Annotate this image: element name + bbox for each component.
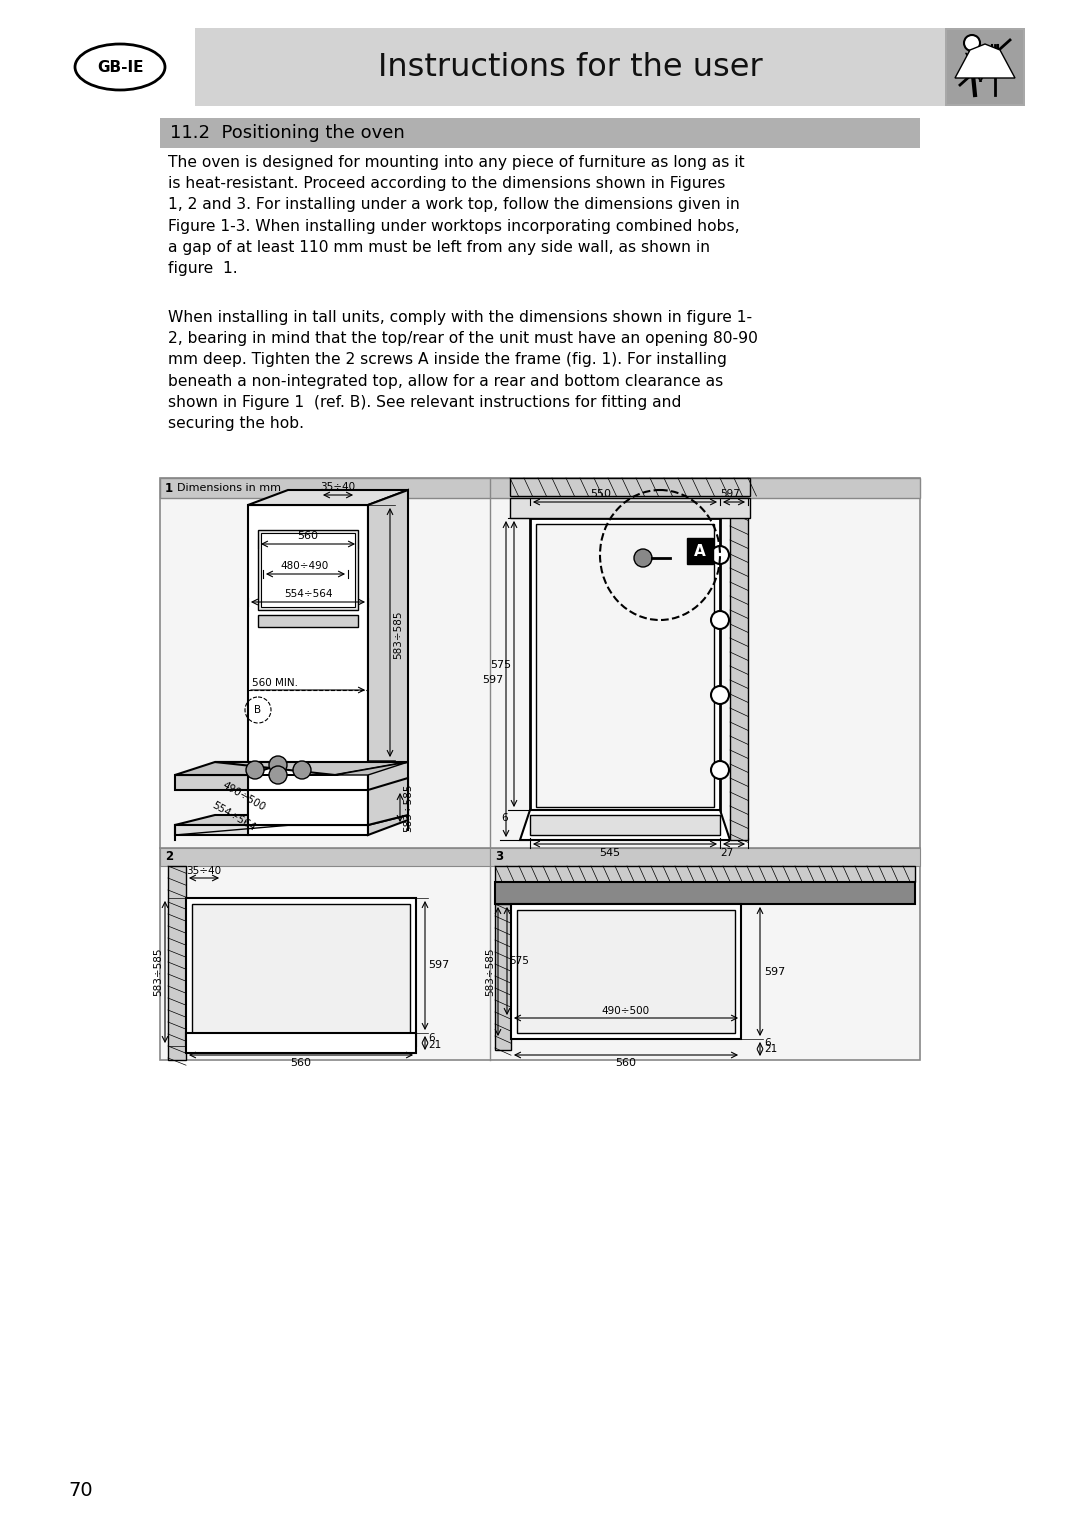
Text: 583÷585: 583÷585 xyxy=(393,610,403,659)
Bar xyxy=(160,479,920,498)
Bar xyxy=(195,28,945,106)
Polygon shape xyxy=(175,775,248,790)
Bar xyxy=(490,849,920,865)
Circle shape xyxy=(269,766,287,784)
Bar xyxy=(258,531,357,610)
Circle shape xyxy=(269,755,287,774)
Bar xyxy=(258,615,357,627)
Ellipse shape xyxy=(75,44,165,90)
Polygon shape xyxy=(248,489,408,505)
Text: 70: 70 xyxy=(68,1480,93,1500)
Text: 575: 575 xyxy=(509,956,529,966)
Circle shape xyxy=(964,35,980,50)
Bar xyxy=(536,524,714,807)
Text: 27: 27 xyxy=(720,849,733,858)
Bar xyxy=(192,904,410,1040)
Circle shape xyxy=(711,687,729,703)
Text: 560: 560 xyxy=(291,1058,311,1067)
Bar xyxy=(186,1034,416,1053)
Polygon shape xyxy=(248,761,408,775)
Bar xyxy=(186,898,416,1046)
Text: 6: 6 xyxy=(501,813,508,823)
Text: 6: 6 xyxy=(428,1034,434,1043)
Text: 2: 2 xyxy=(165,850,173,864)
Text: 597: 597 xyxy=(428,960,449,969)
Text: 1: 1 xyxy=(165,482,173,494)
Bar xyxy=(168,865,186,1060)
Text: 560: 560 xyxy=(616,1058,636,1067)
Bar xyxy=(510,498,750,518)
Text: 35÷40: 35÷40 xyxy=(321,482,355,492)
Text: 575: 575 xyxy=(490,661,511,670)
Polygon shape xyxy=(175,761,288,775)
Circle shape xyxy=(246,761,264,778)
Bar xyxy=(510,479,750,495)
Bar xyxy=(248,790,368,826)
Circle shape xyxy=(293,761,311,778)
Bar xyxy=(160,849,490,865)
Circle shape xyxy=(711,546,729,564)
Bar xyxy=(517,910,735,1034)
Polygon shape xyxy=(175,826,248,835)
Text: 554÷564: 554÷564 xyxy=(210,800,257,833)
Text: A: A xyxy=(694,543,706,558)
Polygon shape xyxy=(248,505,368,835)
Text: When installing in tall units, comply with the dimensions shown in figure 1-
2, : When installing in tall units, comply wi… xyxy=(168,310,758,431)
Bar xyxy=(530,518,720,813)
Bar xyxy=(495,865,915,882)
Polygon shape xyxy=(368,489,408,835)
Text: 3: 3 xyxy=(495,850,503,864)
Polygon shape xyxy=(368,778,408,826)
Text: 480÷490: 480÷490 xyxy=(281,561,329,570)
Text: 554÷564: 554÷564 xyxy=(284,589,333,599)
Text: 560: 560 xyxy=(297,531,319,541)
Text: 583÷585: 583÷585 xyxy=(403,784,413,832)
Circle shape xyxy=(711,761,729,778)
Bar xyxy=(687,538,713,564)
Text: GB-IE: GB-IE xyxy=(97,60,144,75)
Text: Instructions for the user: Instructions for the user xyxy=(378,52,762,83)
Bar xyxy=(730,498,748,839)
Bar xyxy=(945,28,1025,106)
Text: 597: 597 xyxy=(482,674,503,685)
Bar xyxy=(160,118,920,148)
Text: 597: 597 xyxy=(764,966,785,977)
Bar xyxy=(495,904,511,1050)
Bar xyxy=(261,534,355,607)
Text: The oven is designed for mounting into any piece of furniture as long as it
is h: The oven is designed for mounting into a… xyxy=(168,154,744,277)
Text: 35÷40: 35÷40 xyxy=(187,865,221,876)
Polygon shape xyxy=(519,810,730,839)
Bar xyxy=(511,904,741,1040)
Text: 597: 597 xyxy=(720,489,740,498)
Text: 583÷585: 583÷585 xyxy=(153,948,163,997)
Bar xyxy=(495,882,915,904)
Text: 490÷500: 490÷500 xyxy=(602,1006,650,1015)
Circle shape xyxy=(634,549,652,567)
Text: 490÷500: 490÷500 xyxy=(220,780,267,813)
Text: 560 MIN.: 560 MIN. xyxy=(252,677,298,688)
Text: 11.2  Positioning the oven: 11.2 Positioning the oven xyxy=(170,124,405,142)
Bar xyxy=(947,31,1023,104)
Text: ╲╱: ╲╱ xyxy=(966,52,995,81)
Text: 545: 545 xyxy=(599,849,621,858)
Text: 21: 21 xyxy=(428,1040,442,1050)
Bar xyxy=(530,815,720,835)
Polygon shape xyxy=(955,44,1015,78)
Text: 21: 21 xyxy=(764,1044,778,1053)
Text: B: B xyxy=(255,705,261,716)
Polygon shape xyxy=(175,815,408,826)
Text: Dimensions in mm: Dimensions in mm xyxy=(177,483,281,492)
Circle shape xyxy=(711,612,729,628)
Polygon shape xyxy=(215,761,408,775)
Text: 550: 550 xyxy=(590,489,611,498)
Bar xyxy=(160,479,920,1060)
Text: 583÷585: 583÷585 xyxy=(485,948,495,997)
Text: 6: 6 xyxy=(764,1038,771,1047)
